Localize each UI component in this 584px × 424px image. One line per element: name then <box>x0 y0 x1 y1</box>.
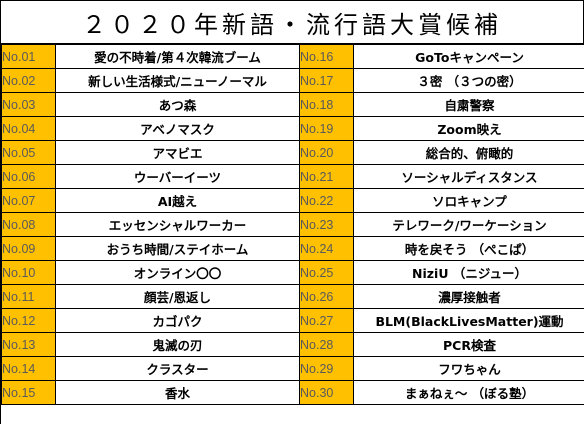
page-title: ２０２０年新語・流行語大賞候補 <box>1 0 584 44</box>
table-row: No.09 おうち時間/ステイホーム No.24 時を戻そう （ぺこぱ） <box>1 236 584 261</box>
table-row: No.11 顔芸/恩返し No.26 濃厚接触者 <box>1 284 584 309</box>
cell-number[interactable]: No.21 <box>299 164 354 189</box>
cell-number[interactable]: No.09 <box>1 236 56 261</box>
table-row: No.14 クラスター No.29 フワちゃん <box>1 356 584 381</box>
cell-number[interactable]: No.11 <box>1 284 56 309</box>
cell-word[interactable]: 総合的、俯瞰的 <box>353 140 584 165</box>
cell-number[interactable]: No.05 <box>1 140 56 165</box>
cell-word[interactable]: AI越え <box>55 188 300 213</box>
table-row: No.12 カゴパク No.27 BLM(BlackLivesMatter)運動 <box>1 308 584 333</box>
cell-word[interactable]: オンライン〇〇 <box>55 260 300 285</box>
table-row: No.15 香水 No.30 まぁねぇ～ （ぼる塾） <box>1 380 584 405</box>
cell-word[interactable]: NiziU （ニジュー） <box>353 260 584 285</box>
cell-word[interactable]: 時を戻そう （ぺこぱ） <box>353 236 584 261</box>
cell-number[interactable]: No.02 <box>1 68 56 93</box>
cell-word[interactable]: GoToキャンペーン <box>353 44 584 69</box>
cell-number[interactable]: No.06 <box>1 164 56 189</box>
cell-word[interactable]: ソーシャルディスタンス <box>353 164 584 189</box>
cell-word[interactable]: アベノマスク <box>55 116 300 141</box>
cell-number[interactable]: No.18 <box>299 92 354 117</box>
candidate-table: No.01 愛の不時着/第４次韓流ブーム No.16 GoToキャンペーン No.02 新… <box>1 44 584 405</box>
cell-number[interactable]: No.24 <box>299 236 354 261</box>
cell-number[interactable]: No.07 <box>1 188 56 213</box>
cell-word[interactable]: PCR検査 <box>353 332 584 357</box>
cell-number[interactable]: No.19 <box>299 116 354 141</box>
cell-word[interactable]: あつ森 <box>55 92 300 117</box>
cell-number[interactable]: No.30 <box>299 380 354 405</box>
cell-word[interactable]: まぁねぇ～ （ぼる塾） <box>353 380 584 405</box>
table-row: No.02 新しい生活様式/ニューノーマル No.17 ３密 （３つの密） <box>1 68 584 93</box>
cell-word[interactable]: 愛の不時着/第４次韓流ブーム <box>55 44 300 69</box>
cell-number[interactable]: No.01 <box>1 44 56 69</box>
cell-word[interactable]: アマビエ <box>55 140 300 165</box>
cell-word[interactable]: 顔芸/恩返し <box>55 284 300 309</box>
table-row: No.06 ウーバーイーツ No.21 ソーシャルディスタンス <box>1 164 584 189</box>
cell-number[interactable]: No.23 <box>299 212 354 237</box>
table-body: No.01 愛の不時着/第４次韓流ブーム No.16 GoToキャンペーン No.02 新… <box>1 44 584 405</box>
cell-word[interactable]: エッセンシャルワーカー <box>55 212 300 237</box>
cell-number[interactable]: No.26 <box>299 284 354 309</box>
table-row: No.03 あつ森 No.18 自粛警察 <box>1 92 584 117</box>
table-row: No.07 AI越え No.22 ソロキャンプ <box>1 188 584 213</box>
cell-word[interactable]: 鬼滅の刃 <box>55 332 300 357</box>
table-row: No.05 アマビエ No.20 総合的、俯瞰的 <box>1 140 584 165</box>
cell-word[interactable]: フワちゃん <box>353 356 584 381</box>
cell-number[interactable]: No.14 <box>1 356 56 381</box>
cell-word[interactable]: ウーバーイーツ <box>55 164 300 189</box>
cell-number[interactable]: No.04 <box>1 116 56 141</box>
cell-word[interactable]: 濃厚接触者 <box>353 284 584 309</box>
cell-word[interactable]: Zoom映え <box>353 116 584 141</box>
cell-word[interactable]: 自粛警察 <box>353 92 584 117</box>
cell-number[interactable]: No.29 <box>299 356 354 381</box>
cell-word[interactable]: テレワーク/ワーケーション <box>353 212 584 237</box>
table-row: No.10 オンライン〇〇 No.25 NiziU （ニジュー） <box>1 260 584 285</box>
cell-word[interactable]: 香水 <box>55 380 300 405</box>
table-row: No.04 アベノマスク No.19 Zoom映え <box>1 116 584 141</box>
cell-number[interactable]: No.20 <box>299 140 354 165</box>
cell-word[interactable]: クラスター <box>55 356 300 381</box>
cell-number[interactable]: No.12 <box>1 308 56 333</box>
cell-number[interactable]: No.15 <box>1 380 56 405</box>
cell-word[interactable]: 新しい生活様式/ニューノーマル <box>55 68 300 93</box>
cell-number[interactable]: No.27 <box>299 308 354 333</box>
cell-word[interactable]: ３密 （３つの密） <box>353 68 584 93</box>
table-row: No.01 愛の不時着/第４次韓流ブーム No.16 GoToキャンペーン <box>1 44 584 69</box>
cell-number[interactable]: No.13 <box>1 332 56 357</box>
table-row: No.08 エッセンシャルワーカー No.23 テレワーク/ワーケーション <box>1 212 584 237</box>
cell-number[interactable]: No.03 <box>1 92 56 117</box>
cell-word[interactable]: おうち時間/ステイホーム <box>55 236 300 261</box>
cell-word[interactable]: BLM(BlackLivesMatter)運動 <box>353 308 584 333</box>
cell-word[interactable]: カゴパク <box>55 308 300 333</box>
table-row: No.13 鬼滅の刃 No.28 PCR検査 <box>1 332 584 357</box>
cell-number[interactable]: No.08 <box>1 212 56 237</box>
cell-number[interactable]: No.10 <box>1 260 56 285</box>
cell-number[interactable]: No.17 <box>299 68 354 93</box>
cell-word[interactable]: ソロキャンプ <box>353 188 584 213</box>
cell-number[interactable]: No.25 <box>299 260 354 285</box>
cell-number[interactable]: No.28 <box>299 332 354 357</box>
cell-number[interactable]: No.22 <box>299 188 354 213</box>
cell-number[interactable]: No.16 <box>299 44 354 69</box>
